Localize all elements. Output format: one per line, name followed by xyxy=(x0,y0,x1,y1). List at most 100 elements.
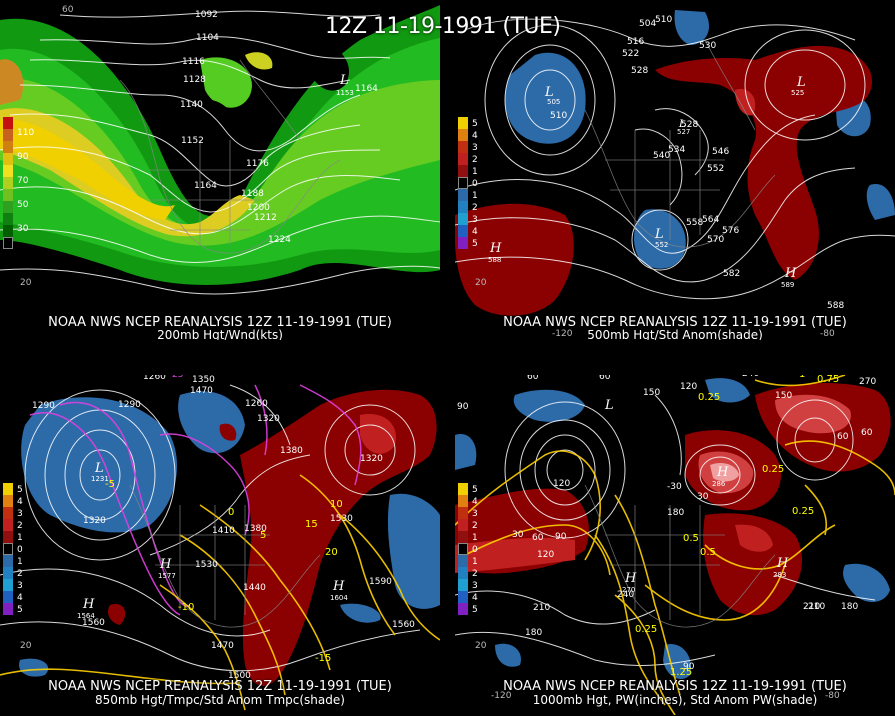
contour-label: 240 xyxy=(617,590,634,600)
legend-label: 5 xyxy=(472,119,478,129)
high-value: 283 xyxy=(773,571,786,579)
map-1000mb: 60 60 90 120 150 240 270 180 210 240 120… xyxy=(455,375,895,715)
high-value: 1604 xyxy=(330,594,348,602)
contour-label: 1092 xyxy=(195,10,218,20)
contour-label: 1530 xyxy=(195,560,218,570)
pw-label: 0.5 xyxy=(700,547,716,558)
legend-label: 0 xyxy=(472,179,478,189)
wind-legend xyxy=(3,117,13,249)
panel-caption: NOAA NWS NCEP REANALYSIS 12Z 11-19-1991 … xyxy=(503,315,847,330)
contour-label: 1152 xyxy=(181,136,204,146)
pw-label: 0.25 xyxy=(792,506,814,517)
map-850mb: 1260 1290 1350 1260 1320 1320 1380 1410 … xyxy=(0,375,440,715)
contour-label: 1290 xyxy=(32,401,55,411)
legend-label: 5 xyxy=(472,239,478,249)
legend-label: 50 xyxy=(17,200,29,210)
contour-label: 1116 xyxy=(182,57,205,67)
contour-label: 1410 xyxy=(212,526,235,536)
legend-label: 2 xyxy=(17,521,23,531)
contour-label: 30 xyxy=(697,492,709,502)
contour-label: 1176 xyxy=(246,159,269,169)
contour-label: 516 xyxy=(627,37,644,47)
legend-label: 2 xyxy=(472,203,478,213)
contour-label: 510 xyxy=(550,111,567,121)
legend-label: 3 xyxy=(472,215,478,225)
legend-label: 2 xyxy=(472,155,478,165)
legend-label: 4 xyxy=(472,497,478,507)
legend-label: 0 xyxy=(472,545,478,555)
low-marker: L xyxy=(339,73,349,88)
pw-label: 1 xyxy=(799,375,805,380)
contour-label: 60 xyxy=(837,432,849,442)
lon-label: -80 xyxy=(820,329,835,339)
contour-label: 120 xyxy=(553,479,570,489)
legend-label: 3 xyxy=(17,509,23,519)
contour-label: 60 xyxy=(861,428,873,438)
contour-label: 1530 xyxy=(330,514,353,524)
lat-label: 20 xyxy=(475,278,487,288)
legend-label: 5 xyxy=(17,485,23,495)
high-marker: H xyxy=(82,597,95,612)
contour-label: 210 xyxy=(533,603,550,613)
contour-label: 582 xyxy=(723,269,740,279)
high-value: 1564 xyxy=(77,612,95,620)
legend-label: 1 xyxy=(17,533,23,543)
contour-label: 1470 xyxy=(211,641,234,651)
contour-label: 1260 xyxy=(143,375,166,382)
contour-label: 60 xyxy=(532,533,544,543)
panel-subcaption: 500mb Hgt/Std Anom(shade) xyxy=(587,328,763,340)
lon-label: -80 xyxy=(825,691,840,701)
legend-label: 3 xyxy=(472,509,478,519)
contour-label: 210 xyxy=(808,602,825,612)
legend-label: 4 xyxy=(17,593,23,603)
pw-label: 1.25 xyxy=(670,667,692,678)
contour-label: 180 xyxy=(667,508,684,518)
lon-label: -120 xyxy=(491,691,512,701)
low-marker: L xyxy=(654,227,664,242)
lat-label: 20 xyxy=(475,641,487,651)
legend-label: 110 xyxy=(17,128,35,138)
high-marker: H xyxy=(159,557,172,572)
panel-caption: NOAA NWS NCEP REANALYSIS 12Z 11-19-1991 … xyxy=(48,315,392,330)
contour-label: 1500 xyxy=(228,671,251,681)
low-marker: L xyxy=(94,461,104,476)
contour-label: 1440 xyxy=(243,583,266,593)
lat-label: 20 xyxy=(20,641,32,651)
contour-label: 570 xyxy=(707,235,724,245)
high-marker: H xyxy=(332,579,345,594)
high-marker: H xyxy=(784,266,797,281)
contour-label: 1380 xyxy=(280,446,303,456)
contour-label: 180 xyxy=(525,628,542,638)
contour-label: 530 xyxy=(699,41,716,51)
legend-label: 1 xyxy=(472,533,478,543)
contour-label: 60 xyxy=(527,375,539,382)
legend-label: 4 xyxy=(17,497,23,507)
legend-label: 3 xyxy=(472,581,478,591)
contour-label: 1470 xyxy=(190,386,213,396)
legend-label: 1 xyxy=(472,557,478,567)
contour-label: 546 xyxy=(712,147,729,157)
high-value: 270 xyxy=(622,586,635,594)
contour-label: 1164 xyxy=(355,84,378,94)
contour-label: 522 xyxy=(622,49,639,59)
contour-label: 270 xyxy=(859,377,876,387)
legend-label: 2 xyxy=(472,521,478,531)
contour-label: 90 xyxy=(457,402,469,412)
temp-label: 10 xyxy=(330,499,343,510)
pw-label: 0.25 xyxy=(698,392,720,403)
contour-label: 120 xyxy=(537,550,554,560)
contour-label: 240 xyxy=(742,375,759,379)
legend-label: 3 xyxy=(17,581,23,591)
lat-label: 20 xyxy=(20,278,32,288)
temp-label: 20 xyxy=(325,547,338,558)
contour-label: 1320 xyxy=(83,516,106,526)
contour-label: 1320 xyxy=(257,414,280,424)
contour-label: 558 xyxy=(686,218,703,228)
lon-label: -120 xyxy=(552,329,573,339)
low-marker: L xyxy=(604,398,614,413)
contour-label: 1140 xyxy=(180,100,203,110)
contour-label: -30 xyxy=(667,482,682,492)
legend-label: 70 xyxy=(17,176,29,186)
panel-500mb: 504 510 516 522 528 510 540 534 528 546 … xyxy=(455,0,895,340)
legend-label: 4 xyxy=(472,593,478,603)
